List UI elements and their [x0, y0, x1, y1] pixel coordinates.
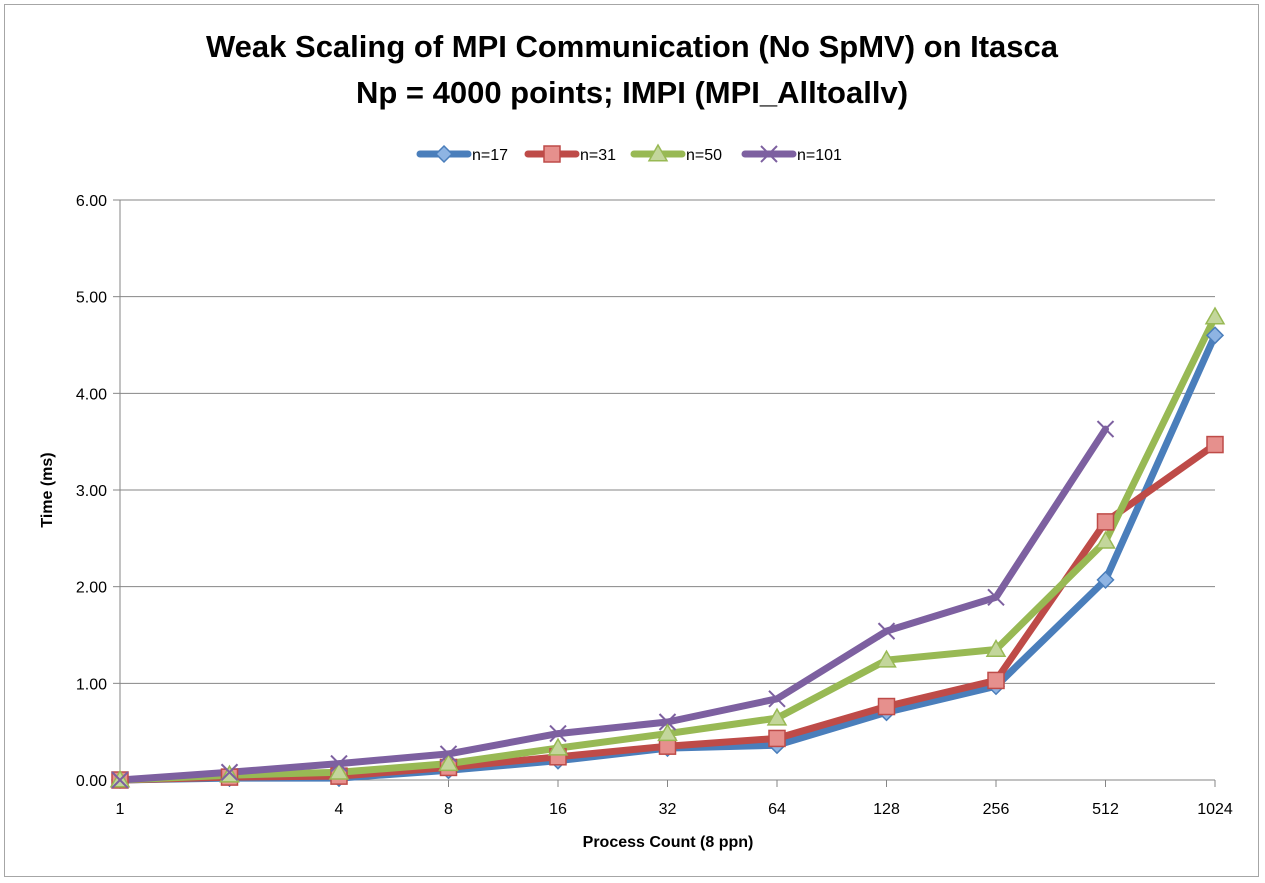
y-tick-label: 2.00 [76, 580, 107, 597]
data-point-n=31 [1206, 435, 1224, 454]
data-point-n=50 [328, 761, 350, 780]
y-tick-labels: 0.00 1.00 2.00 3.00 4.00 5.00 6.00 [76, 193, 107, 790]
x-tick-label: 256 [983, 801, 1010, 818]
data-point-n=31 [768, 729, 786, 748]
data-point-n=50 [766, 707, 788, 726]
data-point-n=101 [768, 690, 786, 708]
data-point-n=50 [438, 753, 459, 772]
data-point-n=31 [1096, 513, 1115, 531]
data-point-n=31 [877, 697, 896, 716]
x-tick-label: 512 [1092, 801, 1119, 818]
data-point-n=101 [549, 724, 567, 743]
y-tick-label: 4.00 [76, 386, 107, 403]
data-point-n=17 [1205, 326, 1225, 345]
legend-label: n=17 [472, 147, 508, 164]
legend-marker-n=17 [434, 144, 454, 164]
data-point-n=101 [987, 588, 1005, 607]
y-tick-label: 1.00 [76, 676, 107, 693]
x-axis-label: Process Count (8 ppn) [583, 834, 754, 851]
x-tick-label: 64 [768, 801, 786, 818]
gridlines [120, 199, 1215, 684]
y-axis-label: Time (ms) [39, 452, 56, 527]
chart-title-line-1: Weak Scaling of MPI Communication (No Sp… [206, 29, 1059, 64]
y-tick-label: 6.00 [76, 193, 107, 210]
data-point-n=50 [657, 723, 678, 742]
x-tick-label: 4 [335, 801, 344, 818]
legend-marker-n=31 [543, 145, 561, 163]
data-point-n=101 [220, 763, 239, 781]
legend-item-n=50: n=50 [630, 143, 722, 164]
data-point-n=101 [111, 771, 129, 789]
chart-title-line-2: Np = 4000 points; IMPI (MPI_Alltoallv) [356, 75, 908, 110]
data-point-n=101 [439, 745, 458, 763]
data-point-n=101 [330, 754, 348, 773]
x-tick-label: 2 [225, 801, 234, 818]
data-point-n=101 [877, 622, 896, 640]
x-tick-label: 128 [873, 801, 900, 818]
x-tick-label: 32 [659, 801, 677, 818]
data-point-n=17 [1096, 570, 1115, 589]
data-point-n=31 [987, 671, 1005, 690]
series-line-n=101 [116, 425, 1109, 784]
x-tick-label: 8 [444, 801, 453, 818]
x-tick-label: 1 [116, 801, 125, 818]
legend-marker-n=50 [647, 143, 669, 162]
y-tick-label: 3.00 [76, 483, 107, 500]
legend-label: n=31 [580, 147, 616, 164]
data-point-n=50 [1204, 306, 1226, 325]
series-group [109, 306, 1226, 790]
x-tick-labels: 1 2 4 8 16 32 64 128 256 512 1024 [116, 801, 1233, 818]
data-point-n=101 [1096, 420, 1115, 438]
legend-marker-n=101 [760, 145, 778, 163]
legend-item-n=101: n=101 [741, 145, 842, 164]
legend-item-n=17: n=17 [416, 144, 508, 164]
legend-label: n=50 [686, 147, 722, 164]
legend-label: n=101 [797, 147, 842, 164]
data-point-n=50 [876, 649, 897, 668]
series-line-n=17 [116, 331, 1219, 784]
data-point-n=50 [547, 737, 569, 756]
x-tick-label: 1024 [1197, 801, 1233, 818]
axes [113, 199, 1216, 787]
chart-frame [4, 4, 1259, 877]
legend: n=17 n=31 n=50 n=101 [416, 143, 842, 164]
data-point-n=50 [1095, 530, 1116, 549]
legend-item-n=31: n=31 [524, 145, 616, 164]
data-point-n=101 [658, 713, 677, 731]
y-tick-label: 5.00 [76, 290, 107, 307]
y-tick-label: 0.00 [76, 773, 107, 790]
series-line-n=50 [116, 313, 1219, 784]
x-tick-label: 16 [549, 801, 567, 818]
data-point-n=50 [985, 638, 1007, 657]
